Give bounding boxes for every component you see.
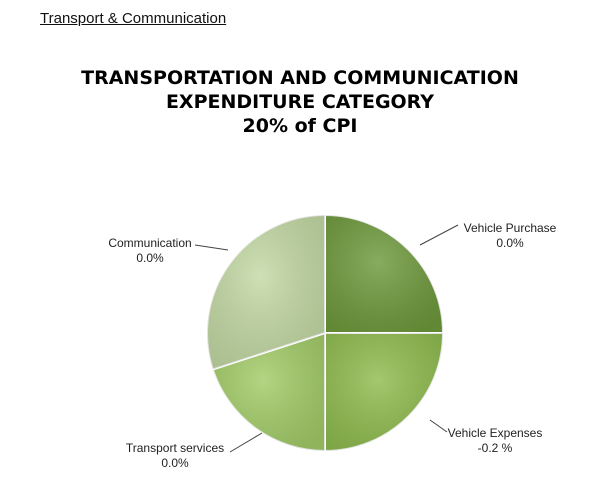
pie-slice-vehicle-purchase bbox=[324, 213, 445, 334]
slice-name-label: Vehicle Purchase bbox=[464, 221, 557, 235]
slice-value-label: 0.0% bbox=[496, 236, 524, 250]
slice-value-label: 0.0% bbox=[161, 456, 189, 470]
leader-line bbox=[229, 432, 263, 453]
slice-name-label: Transport services bbox=[126, 441, 224, 455]
slice-name-label: Communication bbox=[108, 236, 191, 250]
section-heading: Transport & Communication bbox=[40, 10, 227, 27]
chart-title-line-1: TRANSPORTATION AND COMMUNICATION bbox=[81, 67, 519, 89]
chart-title-line-2: EXPENDITURE CATEGORY bbox=[165, 91, 435, 113]
slice-value-label: 0.0% bbox=[136, 251, 164, 265]
slice-name-label: Vehicle Expenses bbox=[448, 426, 543, 440]
pie-slice-vehicle-expenses bbox=[324, 332, 445, 453]
leader-line bbox=[429, 419, 448, 433]
chart-title-line-3: 20% of CPI bbox=[242, 115, 358, 137]
slice-value-label: -0.2 % bbox=[478, 441, 513, 455]
leader-line bbox=[194, 244, 229, 251]
chart-title: TRANSPORTATION AND COMMUNICATION EXPENDI… bbox=[0, 66, 600, 138]
leader-line bbox=[419, 224, 459, 246]
